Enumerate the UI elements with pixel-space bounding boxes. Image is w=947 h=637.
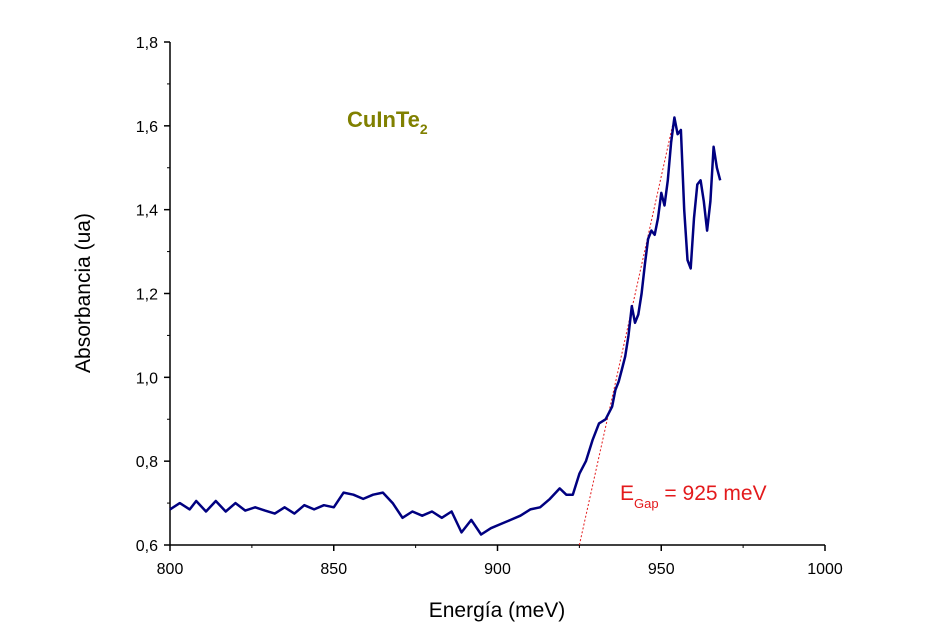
- band-gap-symbol: E: [620, 482, 634, 505]
- sample-label: CuInTe2: [347, 107, 428, 137]
- x-axis-title: Energía (meV): [429, 599, 566, 622]
- x-tick-label: 900: [484, 561, 511, 578]
- y-axis-title: Absorbancia (ua): [72, 213, 95, 373]
- x-tick-label: 800: [157, 561, 184, 578]
- x-tick-label: 950: [648, 561, 675, 578]
- y-tick-label: 1,4: [136, 203, 158, 220]
- band-gap-label: EGap = 925 meV: [620, 482, 767, 511]
- y-tick-label: 1,0: [136, 370, 158, 387]
- plot-area: 800 850 900 950 1000 0,6 0,8 1,0 1,2 1,4 1,6 1,8: [136, 35, 843, 578]
- band-gap-subscript: Gap: [634, 496, 659, 511]
- y-tick-label: 1,6: [136, 119, 158, 136]
- sample-label-subscript: 2: [420, 121, 428, 137]
- x-tick-label: 850: [320, 561, 347, 578]
- sample-label-main: CuInTe: [347, 107, 420, 132]
- y-tick-label: 1,8: [136, 35, 158, 52]
- band-gap-value: = 925 meV: [659, 482, 767, 505]
- y-tick-label: 0,6: [136, 538, 158, 555]
- band-gap-fit-line: [578, 117, 675, 546]
- x-tick-label: 1000: [807, 561, 843, 578]
- y-tick-label: 1,2: [136, 287, 158, 304]
- y-tick-label: 0,8: [136, 454, 158, 471]
- absorbance-series-line: [169, 116, 722, 536]
